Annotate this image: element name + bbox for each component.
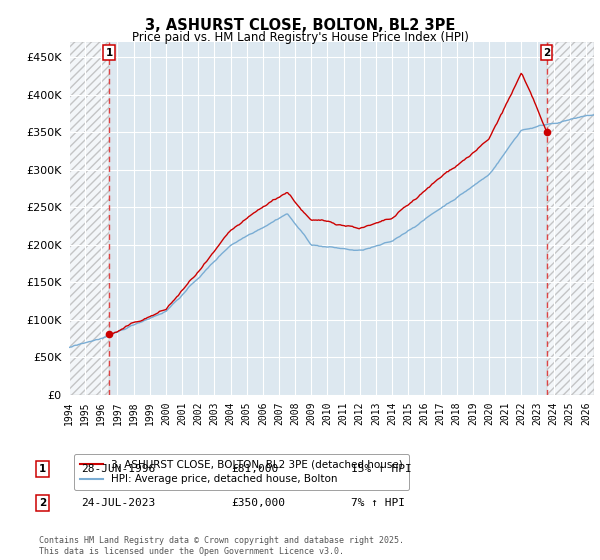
Text: 1: 1 [39, 464, 46, 474]
Text: 15% ↑ HPI: 15% ↑ HPI [351, 464, 412, 474]
Text: 28-JUN-1996: 28-JUN-1996 [81, 464, 155, 474]
Bar [69, 42, 109, 395]
Text: 2: 2 [39, 498, 46, 508]
Text: 24-JUL-2023: 24-JUL-2023 [81, 498, 155, 508]
Text: 7% ↑ HPI: 7% ↑ HPI [351, 498, 405, 508]
Text: 2: 2 [543, 48, 550, 58]
Text: £81,000: £81,000 [231, 464, 278, 474]
Legend: 3, ASHURST CLOSE, BOLTON, BL2 3PE (detached house), HPI: Average price, detached: 3, ASHURST CLOSE, BOLTON, BL2 3PE (detac… [74, 454, 409, 490]
Text: £350,000: £350,000 [231, 498, 285, 508]
Text: 1: 1 [106, 48, 113, 58]
Text: Price paid vs. HM Land Registry's House Price Index (HPI): Price paid vs. HM Land Registry's House … [131, 31, 469, 44]
Bar [547, 42, 594, 395]
Text: Contains HM Land Registry data © Crown copyright and database right 2025.
This d: Contains HM Land Registry data © Crown c… [39, 536, 404, 556]
Text: 3, ASHURST CLOSE, BOLTON, BL2 3PE: 3, ASHURST CLOSE, BOLTON, BL2 3PE [145, 18, 455, 33]
